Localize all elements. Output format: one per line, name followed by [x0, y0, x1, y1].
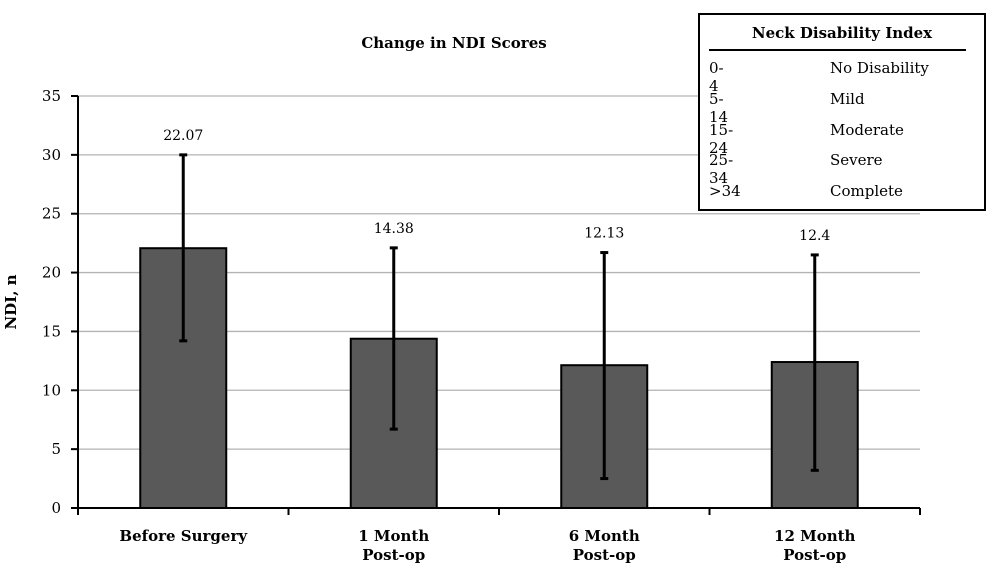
ndi-legend: Neck Disability Index 0-4 No Disability … [698, 13, 986, 211]
y-tick-label: 25 [42, 205, 61, 223]
data-label: 12.4 [799, 228, 830, 244]
y-tick-label: 0 [51, 499, 61, 517]
y-tick-label: 35 [42, 87, 61, 105]
legend-divider [709, 49, 966, 51]
legend-label: Complete [830, 182, 903, 200]
y-tick-label: 20 [42, 264, 61, 282]
y-tick-label: 5 [51, 440, 61, 458]
y-tick-label: 30 [42, 146, 61, 164]
x-category-label: Before Surgery [119, 527, 248, 545]
y-axis-label: NDI, n [2, 274, 20, 329]
legend-range: >34 [709, 182, 741, 200]
legend-range: 0-4 [709, 59, 724, 95]
legend-label: Severe [830, 151, 883, 169]
legend-title: Neck Disability Index [751, 24, 933, 42]
legend-range: 15-24 [709, 121, 734, 157]
chart-title: Change in NDI Scores [361, 34, 546, 52]
y-tick-label: 10 [42, 381, 61, 399]
data-label: 14.38 [374, 221, 414, 237]
legend-label: Moderate [830, 121, 904, 139]
y-tick-label: 15 [42, 322, 61, 340]
legend-range: 5-14 [709, 90, 729, 126]
legend-label: Mild [830, 90, 865, 108]
legend-range: 25-34 [709, 151, 734, 187]
data-label: 12.13 [584, 226, 624, 242]
data-label: 22.07 [163, 128, 203, 144]
legend-label: No Disability [830, 59, 929, 77]
x-category-label: 1 Month Post-op [358, 527, 429, 564]
x-category-label: 12 Month Post-op [774, 527, 856, 564]
x-category-label: 6 Month Post-op [569, 527, 640, 564]
